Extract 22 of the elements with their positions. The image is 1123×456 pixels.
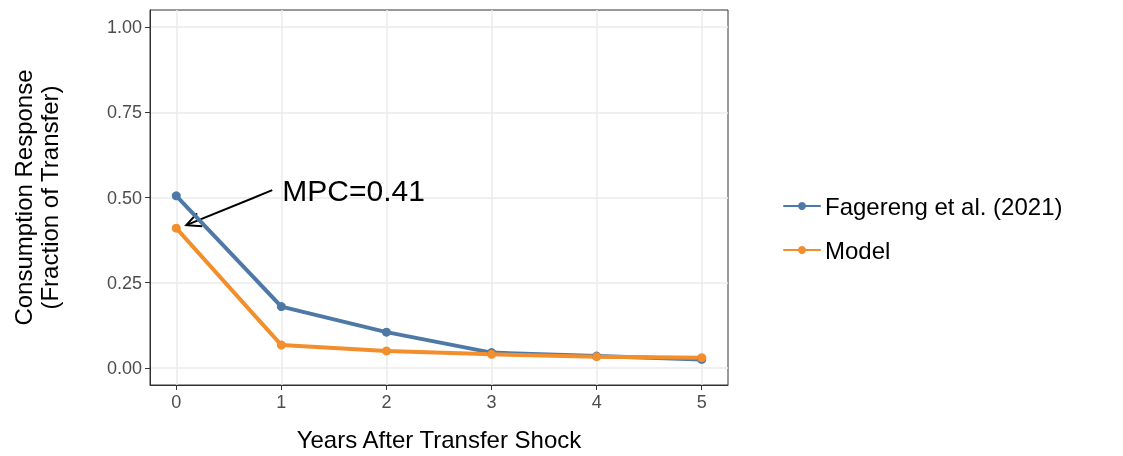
legend-label: Model: [825, 236, 891, 264]
x-tick-label: 5: [696, 392, 707, 412]
x-tick-label: 0: [171, 392, 182, 412]
point: [381, 327, 391, 337]
y-tick-label: 0.25: [106, 272, 142, 293]
x-tick-label: 3: [486, 392, 497, 412]
point: [276, 340, 286, 350]
x-tick-label: 2: [381, 392, 392, 412]
point: [276, 302, 286, 312]
y-tick-label: 0.75: [106, 102, 142, 123]
annotation: MPC=0.41: [282, 173, 425, 207]
x-axis-title: Years After Transfer Shock: [296, 425, 583, 453]
legend-label: Fagereng et al. (2021): [825, 192, 1063, 220]
x-tick-label: 4: [591, 392, 602, 412]
point: [381, 346, 391, 356]
point: [171, 191, 181, 201]
y-tick-label: 0.50: [106, 187, 142, 208]
point: [171, 223, 181, 233]
y-axis-title: Consumption Response (Fraction of Transfer): [9, 69, 63, 326]
x-tick-label: 1: [276, 392, 287, 412]
y-tick-label: 1.00: [106, 17, 142, 38]
y-tick-label: 0.00: [106, 357, 142, 378]
